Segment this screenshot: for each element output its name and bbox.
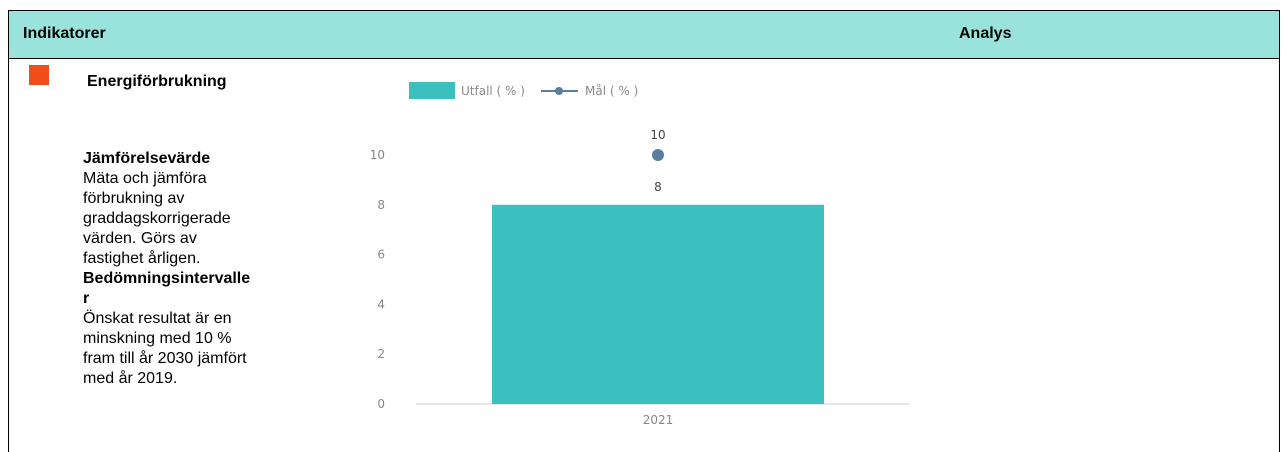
goal-value-label: 10 bbox=[650, 128, 665, 142]
legend-line-label: Mål ( % ) bbox=[585, 84, 638, 98]
section1-line: Mäta och jämföra bbox=[83, 170, 207, 187]
section1-line: fastighet årligen. bbox=[83, 250, 201, 267]
bar-2021 bbox=[492, 204, 824, 404]
section2-line: Önskat resultat är en bbox=[83, 310, 232, 327]
y-tick-label: 4 bbox=[377, 297, 385, 311]
bar-value-label: 8 bbox=[654, 180, 662, 194]
section1-heading: Jämförelsevärde bbox=[83, 150, 211, 167]
y-axis-ticks: 0 2 4 6 8 10 bbox=[370, 148, 385, 411]
section1-line: graddagskorrigerade bbox=[83, 210, 231, 227]
section1-line: värden. Görs av bbox=[83, 230, 197, 247]
table-header: Indikatorer Analys bbox=[9, 11, 1279, 59]
legend-bar-swatch bbox=[409, 82, 455, 99]
y-tick-label: 8 bbox=[377, 198, 385, 212]
indicator-description: Jämförelsevärde Mäta och jämföra förbruk… bbox=[83, 149, 355, 389]
header-indikatorer: Indikatorer bbox=[23, 25, 106, 42]
goal-point bbox=[652, 149, 664, 161]
y-tick-label: 0 bbox=[377, 397, 385, 411]
legend-bar-label: Utfall ( % ) bbox=[461, 84, 525, 98]
section2-line: fram till år 2030 jämfört bbox=[83, 350, 247, 367]
legend-line-marker bbox=[555, 87, 563, 95]
indicator-table: Indikatorer Analys Energiförbrukning Jäm… bbox=[8, 10, 1280, 452]
status-square-icon bbox=[29, 65, 49, 85]
section2-heading: r bbox=[83, 290, 90, 307]
header-analys: Analys bbox=[959, 25, 1012, 42]
y-tick-label: 2 bbox=[377, 347, 385, 361]
section2-heading: Bedömningsintervalle bbox=[83, 270, 251, 287]
x-category-label: 2021 bbox=[643, 413, 674, 427]
section2-line: minskning med 10 % bbox=[83, 330, 232, 347]
section2-line: med år 2019. bbox=[83, 370, 178, 387]
y-tick-label: 10 bbox=[370, 148, 385, 162]
indicator-chart: Utfall ( % ) Mål ( % ) 0 2 4 6 8 10 8 10 2021 bbox=[370, 82, 909, 427]
section1-line: förbrukning av bbox=[83, 190, 185, 207]
y-tick-label: 6 bbox=[377, 248, 385, 262]
indicator-title: Energiförbrukning bbox=[87, 73, 227, 90]
